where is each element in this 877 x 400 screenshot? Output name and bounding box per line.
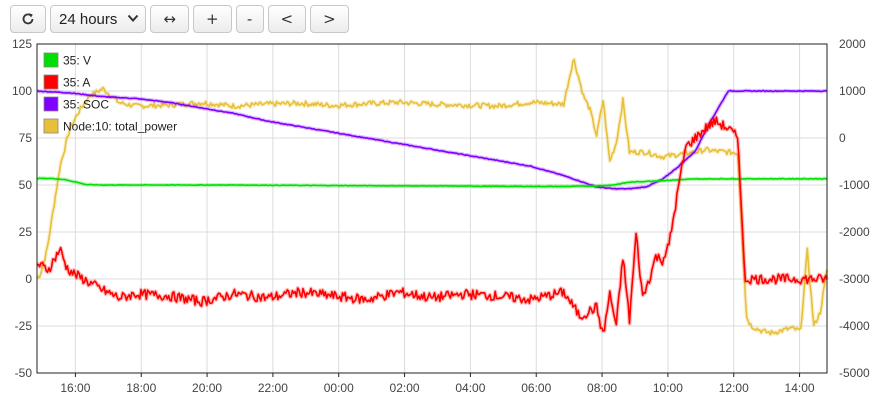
y-left-tick-label: -25 <box>15 319 33 333</box>
x-tick-label: 12:00 <box>719 381 749 395</box>
y-axis-right: 2000 1000 0 -1000 -2000 -3000 -4000 -5000 <box>839 37 870 380</box>
y-right-tick-label: -3000 <box>839 272 870 286</box>
y-left-tick-label: 0 <box>25 272 32 286</box>
y-axis-left: 125 100 75 50 25 0 -25 -50 <box>12 37 32 380</box>
y-right-tick-label: -1000 <box>839 178 870 192</box>
grid <box>37 43 827 374</box>
legend-label[interactable]: Node:10: total_power <box>63 120 177 134</box>
y-left-tick-label: 50 <box>19 178 33 192</box>
zoom-in-button[interactable]: + <box>192 5 232 33</box>
plot-frame <box>36 43 828 374</box>
toolbar: 24 hours ↔ + - < > <box>10 5 349 33</box>
refresh-icon <box>22 13 34 25</box>
x-tick-label: 08:00 <box>587 381 617 395</box>
legend[interactable]: 35: V 35: A 35: SOC Node:10: total_power <box>43 52 177 134</box>
y-right-tick-label: -4000 <box>839 319 870 333</box>
x-tick-label: 04:00 <box>455 381 485 395</box>
time-range-select[interactable]: 24 hours <box>50 5 147 33</box>
x-tick-label: 02:00 <box>390 381 420 395</box>
x-tick-label: 00:00 <box>324 381 354 395</box>
y-right-tick-label: -5000 <box>839 366 870 380</box>
y-right-tick-label: -2000 <box>839 225 870 239</box>
series-line-1[interactable] <box>36 116 828 332</box>
refresh-button[interactable] <box>10 5 46 33</box>
x-axis: 16:00 18:00 20:00 22:00 00:00 02:00 04:00 06:00… <box>60 373 815 395</box>
x-tick-label: 20:00 <box>192 381 222 395</box>
y-right-tick-label: 1000 <box>839 84 866 98</box>
pan-right-button[interactable]: > <box>310 5 349 33</box>
y-right-tick-label: 2000 <box>839 37 866 51</box>
series-line-3[interactable] <box>36 58 828 336</box>
x-tick-label: 22:00 <box>258 381 288 395</box>
legend-swatch[interactable] <box>43 118 59 134</box>
x-tick-label: 10:00 <box>653 381 683 395</box>
y-left-tick-label: 100 <box>12 84 32 98</box>
pan-left-button[interactable]: < <box>267 5 307 33</box>
series-line-2[interactable] <box>36 89 828 190</box>
y-left-tick-label: 75 <box>19 131 33 145</box>
time-range-value: 24 hours <box>59 10 118 28</box>
series-layer <box>35 57 829 337</box>
legend-label[interactable]: 35: A <box>63 76 90 90</box>
series-line-0[interactable] <box>37 177 827 188</box>
y-left-tick-label: 125 <box>12 37 32 51</box>
y-left-tick-label: -50 <box>15 366 33 380</box>
y-right-tick-label: 0 <box>839 131 846 145</box>
x-tick-label: 16:00 <box>60 381 90 395</box>
legend-label[interactable]: 35: V <box>63 54 91 68</box>
zoom-out-button[interactable]: - <box>235 5 264 33</box>
x-tick-label: 18:00 <box>126 381 156 395</box>
legend-swatch[interactable] <box>43 74 59 90</box>
legend-swatch[interactable] <box>43 52 59 68</box>
chevron-down-icon <box>127 13 139 26</box>
legend-swatch[interactable] <box>43 96 59 112</box>
fit-range-button[interactable]: ↔ <box>150 5 189 33</box>
x-tick-label: 14:00 <box>785 381 815 395</box>
x-tick-label: 06:00 <box>521 381 551 395</box>
legend-label[interactable]: 35: SOC <box>63 98 109 112</box>
y-left-tick-label: 25 <box>19 225 33 239</box>
